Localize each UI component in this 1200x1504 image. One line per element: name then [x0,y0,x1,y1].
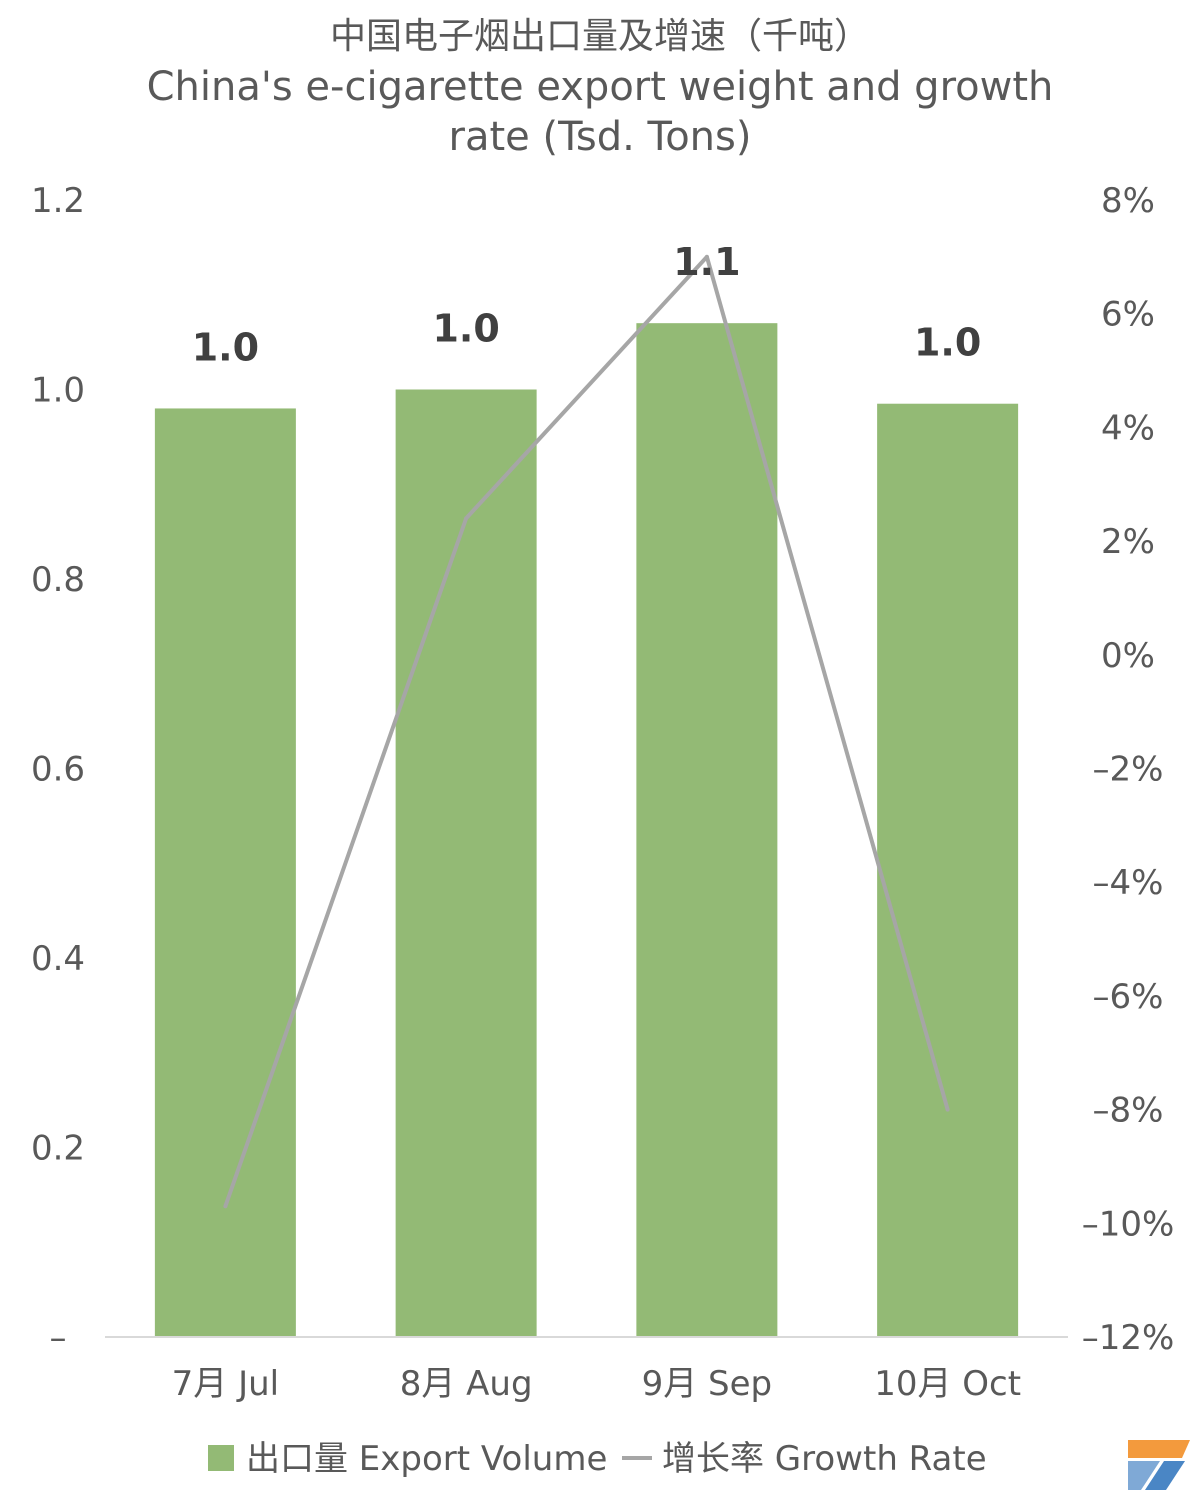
left-tick-label: 1.0 [31,371,85,411]
bar [154,408,296,1337]
right-tick-label: 4% [1101,408,1155,448]
left-tick-label: 1.2 [31,181,85,221]
brand-logo-icon [1128,1440,1190,1490]
legend-swatch-export-volume [208,1445,234,1471]
data-label: 1.1 [673,240,740,284]
right-tick-label: –4% [1093,863,1164,903]
left-tick-label: 0.8 [31,560,85,600]
bar [877,403,1019,1337]
growth-rate-line [223,254,950,1207]
data-labels: 1.0 1.0 1.1 1.0 [192,240,982,369]
growth-rate-point [704,254,709,259]
right-axis: –12% –10% –8% –6% –4% –2% 0% 2% 4% 6% 8% [1082,181,1175,1358]
x-category-label: 10月 Oct [874,1364,1021,1404]
right-tick-label: 8% [1101,181,1155,221]
x-category-label: 9月 Sep [642,1364,773,1404]
bar [395,389,537,1337]
growth-rate-point [945,1107,950,1112]
growth-rate-point [464,516,469,521]
chart-title-en-line1: China's e-cigarette export weight and gr… [147,64,1054,110]
growth-rate-point [223,1204,228,1209]
chart-title-en-line2: rate (Tsd. Tons) [449,114,752,160]
data-label: 1.0 [192,325,259,369]
line-series-growth-rate [223,254,950,1209]
right-tick-label: 2% [1101,522,1155,562]
left-axis: – 0.2 0.4 0.6 0.8 1.0 1.2 [31,181,85,1358]
left-tick-label: 0.6 [31,750,85,790]
x-axis-categories: 7月 Jul 8月 Aug 9月 Sep 10月 Oct [172,1364,1021,1404]
legend: 出口量 Export Volume 增长率 Growth Rate [208,1439,987,1479]
legend-label-growth-rate: 增长率 Growth Rate [662,1439,987,1479]
right-tick-label: –12% [1082,1318,1175,1358]
right-tick-label: –8% [1093,1091,1164,1131]
right-tick-label: –2% [1093,750,1164,790]
right-tick-label: 0% [1101,636,1155,676]
bar-series-export-volume [154,323,1019,1337]
left-tick-label: 0.2 [31,1129,85,1169]
right-tick-label: 6% [1101,295,1155,335]
x-category-label: 7月 Jul [172,1364,279,1404]
left-tick-label: – [50,1318,67,1358]
left-tick-label: 0.4 [31,939,85,979]
chart-title-cn: 中国电子烟出口量及增速（千吨） [330,16,870,57]
right-tick-label: –10% [1082,1204,1175,1244]
x-category-label: 8月 Aug [400,1364,533,1404]
data-label: 1.0 [432,307,499,351]
data-label: 1.0 [914,321,981,365]
bar [636,323,778,1337]
legend-label-export-volume: 出口量 Export Volume [246,1439,607,1479]
right-tick-label: –6% [1093,977,1164,1017]
